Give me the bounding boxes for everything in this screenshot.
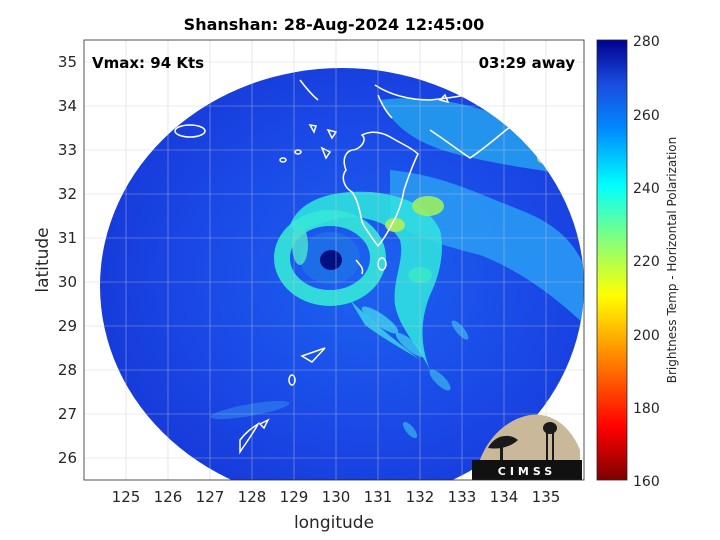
x-tick-label: 131 xyxy=(364,488,393,506)
plot-frame xyxy=(83,39,585,481)
colorbar-tick-label: 180 xyxy=(633,401,660,417)
colorbar: 280 260 240 220 200 180 160 Brightness T… xyxy=(596,34,679,490)
colorbar-tick-label: 280 xyxy=(633,34,660,50)
y-tick-label: 27 xyxy=(58,405,77,423)
chart-title: Shanshan: 28-Aug-2024 12:45:00 xyxy=(184,15,485,34)
colorbar-tick-label: 160 xyxy=(633,474,660,490)
y-tick-label: 28 xyxy=(58,361,77,379)
colorbar-label: Brightness Temp - Horizontal Polarizatio… xyxy=(665,137,679,384)
x-tick-label: 128 xyxy=(238,488,267,506)
plot-area: CIMSS Vmax: 94 Kts 03:29 away xyxy=(83,39,585,481)
x-tick-label: 135 xyxy=(532,488,561,506)
y-tick-label: 29 xyxy=(58,317,77,335)
colorbar-tick-label: 220 xyxy=(633,254,660,270)
y-axis-label: latitude xyxy=(33,227,53,292)
x-tick-label: 130 xyxy=(322,488,351,506)
y-tick-label: 34 xyxy=(58,97,77,115)
x-tick-label: 129 xyxy=(280,488,309,506)
y-tick-label: 26 xyxy=(58,449,77,467)
y-tick-label: 35 xyxy=(58,53,77,71)
brightness-temp-swath xyxy=(100,68,584,480)
time-away-label: 03:29 away xyxy=(479,54,576,72)
colorbar-tick-label: 240 xyxy=(633,181,660,197)
x-tick-label: 132 xyxy=(406,488,435,506)
logo-text: CIMSS xyxy=(498,465,556,478)
x-axis: 125 126 127 128 129 130 131 132 133 134 … xyxy=(112,488,561,533)
x-tick-label: 126 xyxy=(154,488,183,506)
x-tick-label: 134 xyxy=(490,488,519,506)
y-axis: 35 34 33 32 31 30 29 28 27 26 latitude xyxy=(33,53,77,467)
x-tick-label: 127 xyxy=(196,488,225,506)
y-tick-label: 30 xyxy=(58,273,77,291)
y-tick-label: 33 xyxy=(58,141,77,159)
x-tick-label: 133 xyxy=(448,488,477,506)
cimss-logo: CIMSS xyxy=(472,414,582,480)
vmax-label: Vmax: 94 Kts xyxy=(92,54,204,72)
grid xyxy=(84,40,584,480)
y-tick-label: 32 xyxy=(58,185,77,203)
colorbar-tick-label: 260 xyxy=(633,108,660,124)
x-tick-label: 125 xyxy=(112,488,141,506)
colorbar-tick-label: 200 xyxy=(633,328,660,344)
y-tick-label: 31 xyxy=(58,229,77,247)
x-axis-label: longitude xyxy=(294,513,374,533)
colorbar-gradient xyxy=(596,39,628,481)
